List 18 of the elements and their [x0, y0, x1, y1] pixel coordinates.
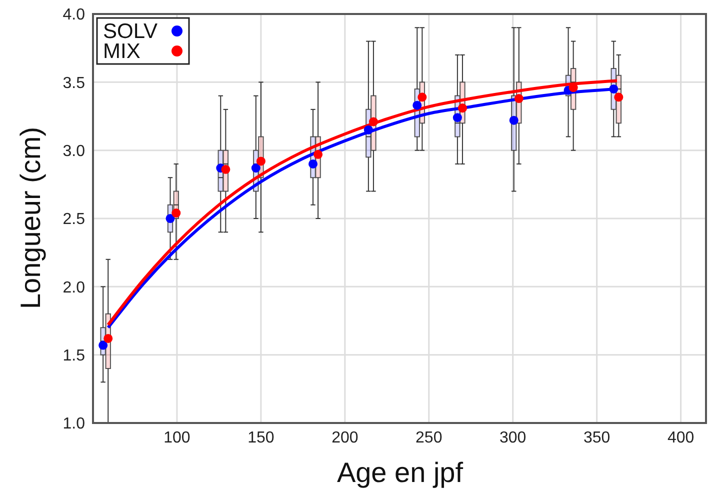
x-tick-label: 400	[667, 429, 694, 446]
x-tick-label: 250	[416, 429, 442, 446]
legend-label: MIX	[103, 40, 140, 63]
y-tick-label: 2.5	[62, 211, 86, 228]
x-tick-label: 350	[583, 429, 610, 446]
legend-label: SOLV	[103, 20, 158, 43]
x-tick-label: 100	[164, 429, 190, 446]
x-tick-label: 200	[332, 429, 358, 446]
y-tick-label: 2.0	[62, 279, 86, 296]
x-axis-title: Age en jpf	[336, 457, 464, 488]
y-tick-label: 1.0	[62, 416, 86, 433]
y-tick-label: 3.0	[62, 143, 86, 160]
y-tick-label: 3.5	[62, 74, 86, 92]
x-tick-label: 300	[500, 429, 526, 446]
y-tick-label: 1.5	[62, 348, 86, 365]
x-tick-label: 150	[248, 429, 274, 446]
y-tick-label: 4.0	[62, 6, 86, 24]
y-axis-title: Longueur (cm)	[15, 126, 46, 310]
